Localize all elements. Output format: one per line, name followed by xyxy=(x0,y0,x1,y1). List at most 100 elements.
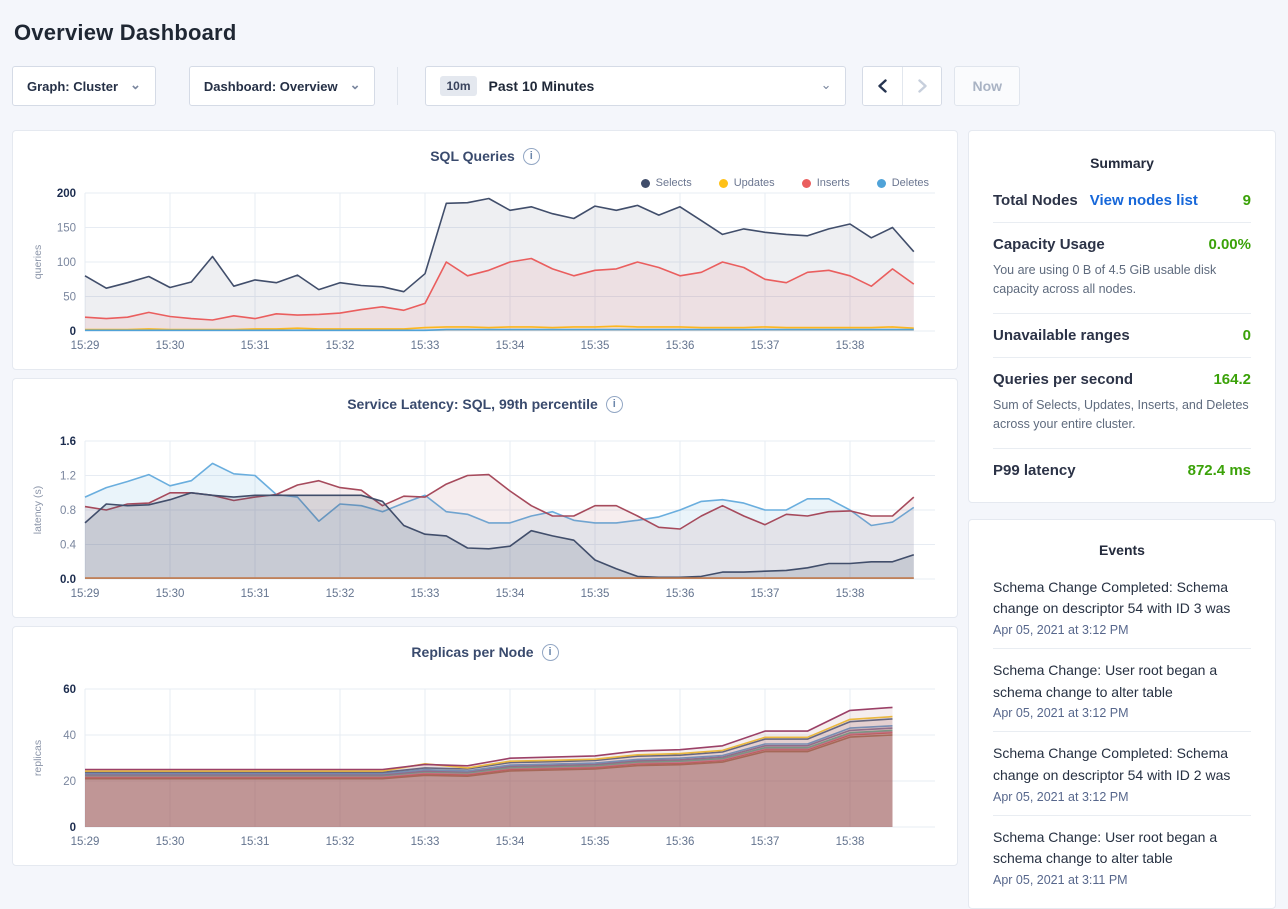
time-range-picker[interactable]: 10m Past 10 Minutes ⌄ xyxy=(425,66,846,106)
svg-text:0.0: 0.0 xyxy=(60,574,76,586)
summary-label: P99 latency xyxy=(993,462,1076,479)
svg-text:0: 0 xyxy=(70,822,76,834)
svg-text:15:34: 15:34 xyxy=(496,836,525,848)
svg-text:15:29: 15:29 xyxy=(71,340,100,352)
chevron-down-icon: ⌄ xyxy=(130,78,141,91)
chart-title: SQL Queries xyxy=(430,148,515,164)
event-item: Schema Change Completed: Schema change o… xyxy=(993,566,1251,649)
dashboard-dropdown-label: Dashboard: Overview xyxy=(204,79,338,94)
svg-text:15:31: 15:31 xyxy=(241,588,270,600)
svg-text:replicas: replicas xyxy=(32,740,44,776)
chart-title: Replicas per Node xyxy=(411,644,533,660)
event-item: Schema Change: User root began a schema … xyxy=(993,649,1251,732)
svg-text:15:33: 15:33 xyxy=(411,340,440,352)
legend-dot xyxy=(877,179,886,188)
legend-item: Deletes xyxy=(877,177,929,189)
svg-text:15:31: 15:31 xyxy=(241,340,270,352)
svg-text:40: 40 xyxy=(63,730,76,742)
svg-text:15:30: 15:30 xyxy=(156,588,185,600)
svg-text:15:32: 15:32 xyxy=(326,588,355,600)
svg-text:15:30: 15:30 xyxy=(156,836,185,848)
svg-text:15:32: 15:32 xyxy=(326,836,355,848)
dashboard-dropdown[interactable]: Dashboard: Overview ⌄ xyxy=(189,66,376,106)
svg-text:20: 20 xyxy=(63,776,76,788)
time-nav-group xyxy=(862,66,942,106)
legend-item: Inserts xyxy=(802,177,850,189)
svg-text:1.2: 1.2 xyxy=(60,471,76,483)
event-message: Schema Change: User root began a schema … xyxy=(993,827,1251,870)
summary-row-unavailable: Unavailable ranges 0 xyxy=(993,314,1251,358)
chevron-right-icon xyxy=(917,79,928,93)
summary-value: 0 xyxy=(1243,327,1251,344)
graph-dropdown[interactable]: Graph: Cluster ⌄ xyxy=(12,66,156,106)
event-item: Schema Change: User root began a schema … xyxy=(993,816,1251,898)
summary-label: Capacity Usage xyxy=(993,236,1105,253)
svg-text:15:29: 15:29 xyxy=(71,588,100,600)
svg-text:15:37: 15:37 xyxy=(751,836,780,848)
time-range-label: Past 10 Minutes xyxy=(489,78,821,94)
summary-label: Queries per second xyxy=(993,371,1133,388)
svg-text:latency (s): latency (s) xyxy=(32,486,44,534)
now-button[interactable]: Now xyxy=(954,66,1020,106)
svg-text:50: 50 xyxy=(63,292,76,304)
info-icon[interactable]: i xyxy=(542,644,559,661)
summary-value: 0.00% xyxy=(1208,236,1251,253)
legend-label: Deletes xyxy=(892,177,929,189)
svg-text:15:38: 15:38 xyxy=(836,836,865,848)
svg-text:15:33: 15:33 xyxy=(411,836,440,848)
time-prev-button[interactable] xyxy=(863,67,902,105)
event-message: Schema Change Completed: Schema change o… xyxy=(993,743,1251,786)
event-message: Schema Change: User root began a schema … xyxy=(993,660,1251,703)
svg-text:15:35: 15:35 xyxy=(581,340,610,352)
svg-text:15:31: 15:31 xyxy=(241,836,270,848)
svg-text:1.6: 1.6 xyxy=(60,436,76,448)
event-timestamp: Apr 05, 2021 at 3:12 PM xyxy=(993,790,1251,804)
summary-row-qps: Queries per second 164.2 Sum of Selects,… xyxy=(993,358,1251,449)
summary-subtext: Sum of Selects, Updates, Inserts, and De… xyxy=(993,396,1251,435)
event-message: Schema Change Completed: Schema change o… xyxy=(993,577,1251,620)
graph-dropdown-label: Graph: Cluster xyxy=(27,79,118,94)
summary-panel: Summary Total Nodes View nodes list 9 Ca… xyxy=(968,130,1276,503)
info-icon[interactable]: i xyxy=(523,148,540,165)
chevron-down-icon: ⌄ xyxy=(350,78,361,91)
svg-text:15:37: 15:37 xyxy=(751,588,780,600)
summary-label: Total Nodes xyxy=(993,192,1078,209)
view-nodes-link[interactable]: View nodes list xyxy=(1090,192,1198,209)
event-timestamp: Apr 05, 2021 at 3:11 PM xyxy=(993,873,1251,887)
summary-value: 164.2 xyxy=(1213,371,1251,388)
legend-item: Selects xyxy=(641,177,692,189)
info-icon[interactable]: i xyxy=(606,396,623,413)
toolbar-divider xyxy=(397,67,398,105)
legend-dot xyxy=(719,179,728,188)
charts-column: SQL Queries i Selects Updates Inserts De… xyxy=(12,130,958,866)
svg-text:queries: queries xyxy=(32,245,44,279)
sidebar-column: Summary Total Nodes View nodes list 9 Ca… xyxy=(968,130,1276,909)
svg-text:0.4: 0.4 xyxy=(60,540,77,552)
legend-dot xyxy=(802,179,811,188)
time-next-button[interactable] xyxy=(902,67,941,105)
page-title: Overview Dashboard xyxy=(14,20,1276,46)
svg-text:15:38: 15:38 xyxy=(836,340,865,352)
svg-text:15:35: 15:35 xyxy=(581,836,610,848)
svg-text:15:34: 15:34 xyxy=(496,340,525,352)
svg-text:150: 150 xyxy=(57,223,76,235)
service-latency-panel: Service Latency: SQL, 99th percentile i … xyxy=(12,378,958,618)
legend-item: Updates xyxy=(719,177,775,189)
summary-value: 872.4 ms xyxy=(1188,462,1251,479)
svg-text:0.8: 0.8 xyxy=(60,505,76,517)
svg-text:100: 100 xyxy=(57,257,76,269)
svg-text:15:35: 15:35 xyxy=(581,588,610,600)
toolbar: Graph: Cluster ⌄ Dashboard: Overview ⌄ 1… xyxy=(12,66,1276,106)
legend-label: Updates xyxy=(734,177,775,189)
chevron-down-icon: ⌄ xyxy=(821,78,832,91)
events-title: Events xyxy=(993,542,1251,558)
svg-text:15:33: 15:33 xyxy=(411,588,440,600)
chart-title: Service Latency: SQL, 99th percentile xyxy=(347,396,598,412)
chevron-left-icon xyxy=(877,79,888,93)
svg-text:200: 200 xyxy=(57,188,76,200)
